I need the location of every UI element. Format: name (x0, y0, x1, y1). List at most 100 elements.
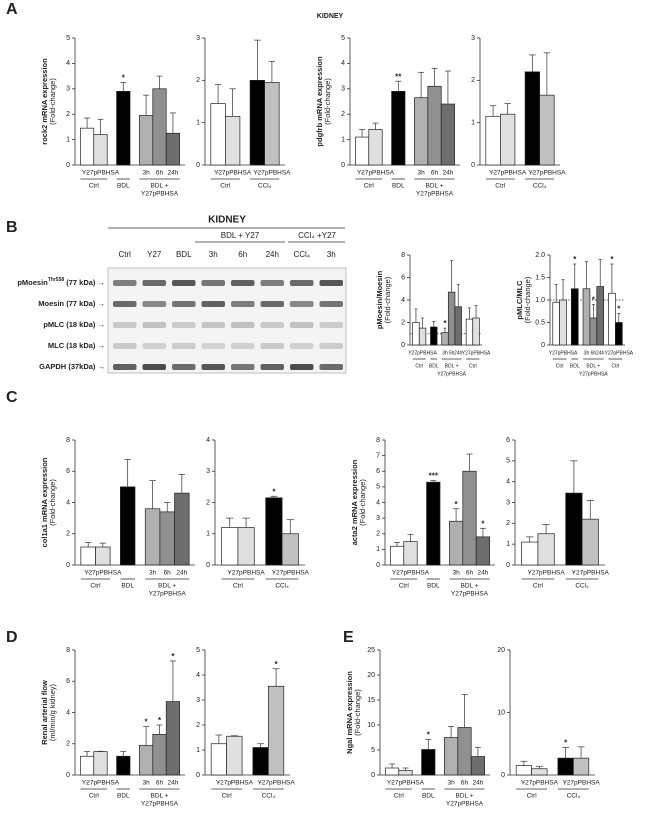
protein-name: Moesin (38, 299, 64, 308)
x-tick-label: Y27pPBHSA (549, 350, 578, 356)
bar (281, 533, 299, 566)
y-tick-label: 6 (66, 678, 70, 685)
blot-band (201, 364, 225, 370)
bar (521, 541, 539, 566)
x-tick-label: 3h (447, 780, 455, 787)
group-label: BDL (570, 363, 580, 369)
group-label: Ctrl (415, 363, 423, 369)
y-tick-label: 4 (66, 709, 70, 716)
bar (391, 90, 406, 166)
group-label: CCl₄ (567, 793, 581, 800)
bar (221, 527, 239, 566)
y-tick-label: 4 (66, 60, 70, 67)
y-tick-label: 5 (66, 35, 70, 42)
group-label: CCl₄ (262, 793, 276, 800)
blot-band (142, 280, 166, 286)
x-tick-label: 24h (596, 350, 605, 356)
y-tick-label: 2 (341, 111, 345, 118)
blot-band (113, 301, 137, 307)
blot-band (319, 364, 343, 370)
group-label: Ctrl (233, 583, 244, 590)
protein-name: GAPDH (39, 362, 66, 371)
x-tick-label: Y27pPBHSA (253, 170, 291, 177)
y-tick-label: 0 (341, 162, 345, 169)
significance: * (427, 731, 431, 740)
bar (80, 755, 95, 776)
x-tick-label: - (86, 780, 88, 787)
significance: *** (429, 472, 439, 481)
bar (226, 735, 243, 776)
blot-band (260, 280, 284, 286)
bar (515, 765, 532, 776)
bar (421, 749, 436, 776)
y-tick-label: 3 (341, 86, 345, 93)
group-label: Y27pPBHSA (437, 371, 466, 377)
group-label: BDL (422, 793, 435, 800)
blot-band (290, 301, 314, 307)
group-label: Ctrl (399, 583, 410, 590)
bar (608, 292, 616, 346)
blot-band (290, 364, 314, 370)
blot-band (290, 280, 314, 286)
y-tick-label: 4 (206, 437, 210, 444)
y-tick-label: 2 (66, 111, 70, 118)
significance: * (455, 500, 459, 509)
x-tick-label: Y27pPBHSA (82, 170, 120, 177)
blot-lane-label: 6h (238, 250, 247, 259)
significance: * (158, 716, 162, 725)
bar (93, 134, 108, 166)
group-label: BDL (121, 583, 134, 590)
bar (403, 541, 418, 566)
x-tick-label: - (218, 780, 220, 787)
significance: * (275, 660, 279, 669)
y-tick-label: 0 (506, 562, 510, 569)
y-tick-label: 4 (506, 479, 510, 486)
y-tick-label: 1 (341, 136, 345, 143)
y-tick-label: 20 (367, 672, 375, 679)
blot-band (142, 301, 166, 307)
x-tick-label: Y27pPBHSA (227, 570, 265, 577)
blot-band (172, 280, 196, 286)
group-label: Ctrl (611, 363, 619, 369)
significance: * (171, 652, 175, 661)
y-tick-label: 8 (66, 437, 70, 444)
x-tick-label: - (415, 350, 417, 356)
y-tick-label: 25 (367, 647, 375, 654)
y-tick-label: 8 (401, 252, 405, 259)
x-tick-label: Y27pPBHSA (272, 570, 310, 577)
bar (139, 744, 154, 776)
bar (144, 508, 161, 566)
y-tick-label: 1 (471, 120, 475, 127)
panel-title: KIDNEY (317, 13, 344, 20)
panel-label: D (6, 629, 18, 646)
y-tick-label: 5 (371, 747, 375, 754)
significance: * (145, 718, 149, 727)
bar (80, 546, 96, 566)
bar (524, 71, 540, 166)
x-tick-label: - (573, 570, 575, 577)
group-label: Ctrl (495, 183, 506, 190)
y-tick-label: 8 (376, 437, 380, 444)
y-axis-label: (Fold-change) (523, 276, 532, 323)
bar (355, 136, 370, 166)
y-tick-label: 1 (196, 120, 200, 127)
bar (237, 527, 255, 566)
y-tick-label: 0 (206, 562, 210, 569)
blot-band (260, 343, 284, 349)
bar (430, 326, 438, 346)
blot-band (231, 364, 255, 370)
bar (462, 470, 477, 566)
blot-band (172, 301, 196, 307)
protein-size: (18 kDa) → (64, 341, 105, 350)
blot-band (319, 343, 343, 349)
group-label: BDL + (445, 363, 459, 369)
y-tick-label: 2 (196, 722, 200, 729)
bar (557, 757, 574, 776)
bar (120, 486, 136, 566)
bar (139, 115, 154, 166)
y-tick-label: 6 (376, 468, 380, 475)
bar (552, 301, 560, 346)
y-tick-label: 5 (506, 458, 510, 465)
panel-label: A (6, 1, 18, 18)
blot-band (231, 280, 255, 286)
